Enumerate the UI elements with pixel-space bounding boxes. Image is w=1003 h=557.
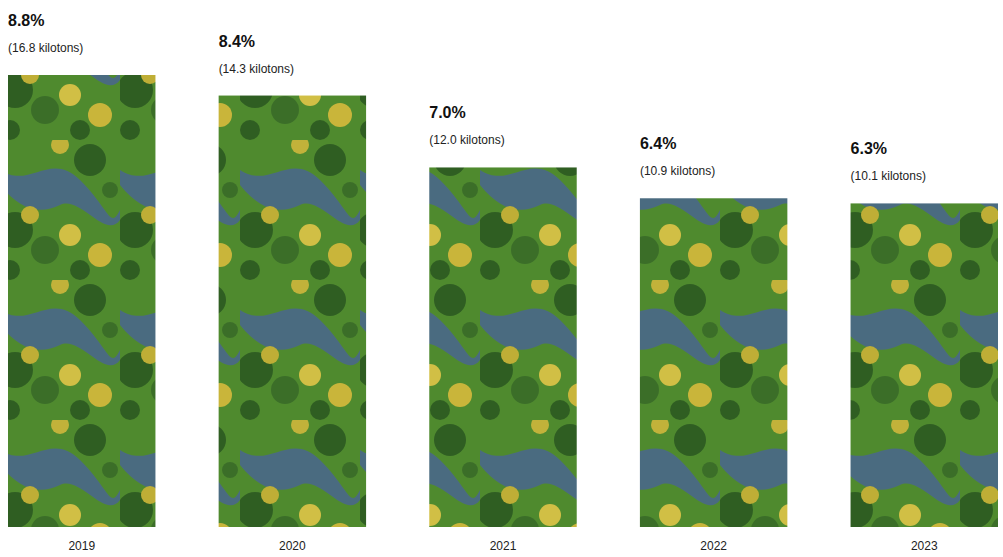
tick: 2023: [911, 527, 938, 553]
bar: [8, 75, 155, 527]
bar: [640, 198, 787, 527]
tick: 2021: [490, 527, 517, 553]
kilotons-label: (16.8 kilotons): [8, 41, 83, 55]
bar: [219, 96, 366, 527]
value-label: 6.4%: [640, 135, 676, 152]
axis-line: [9, 527, 999, 528]
value-label: 8.4%: [219, 33, 255, 50]
value-label: 8.8%: [8, 12, 44, 29]
tick-label: 2022: [700, 539, 727, 553]
tick: 2020: [279, 527, 306, 553]
kilotons-label: (10.1 kilotons): [851, 169, 926, 183]
kilotons-label: (10.9 kilotons): [640, 164, 715, 178]
tick-label: 2020: [279, 539, 306, 553]
data-labels: 8.8% 8.4% 7.0% 6.4% 6.3% (16.8 kilotons) (14.3…: [8, 12, 926, 183]
tick: 2019: [68, 527, 95, 553]
tick-label: 2021: [490, 539, 517, 553]
kilotons-label: (12.0 kilotons): [429, 133, 504, 147]
value-label: 7.0%: [429, 104, 465, 121]
tick: 2022: [700, 527, 727, 553]
tick-label: 2019: [68, 539, 95, 553]
tick-label: 2023: [911, 539, 938, 553]
chart: 8.8% 8.4% 7.0% 6.4% 6.3% (16.8 kilotons) (14.3…: [0, 0, 1003, 557]
bar: [851, 203, 998, 527]
value-label: 6.3%: [851, 140, 887, 157]
kilotons-label: (14.3 kilotons): [219, 62, 294, 76]
bars: [8, 75, 998, 527]
x-axis: 2019 2020 2021 2022 2023: [9, 527, 999, 553]
bar: [429, 167, 576, 527]
